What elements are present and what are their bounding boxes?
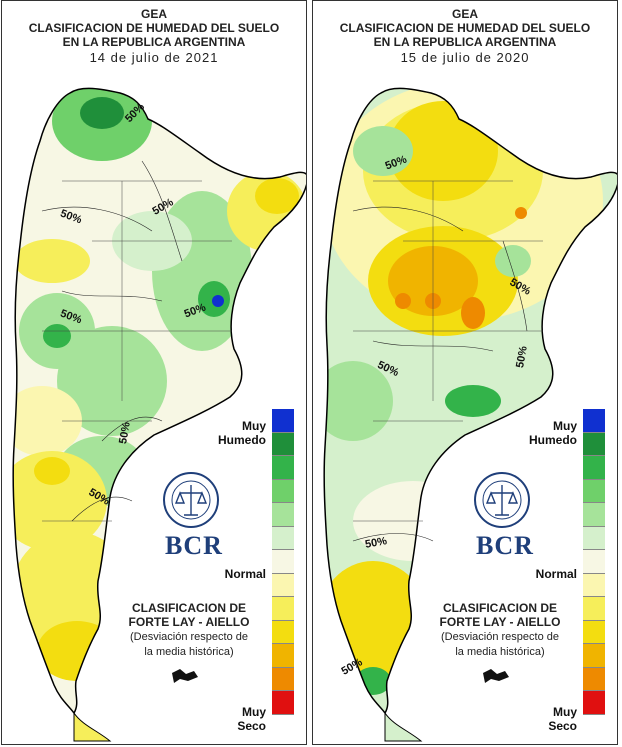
title-line-2: EN LA REPUBLICA ARGENTINA — [373, 35, 557, 49]
bcr-seal-logo — [163, 472, 219, 528]
legend-label-muy-humedo: Muy Humedo — [529, 419, 577, 447]
map-header-2020: GEA CLASIFICACION DE HUMEDAD DEL SUELO E… — [313, 7, 617, 65]
bcr-brand: BCR — [476, 531, 534, 560]
map-header-2021: GEA CLASIFICACION DE HUMEDAD DEL SUELO E… — [2, 7, 306, 65]
province-borders-2020 — [353, 180, 543, 522]
classification-caption: CLASIFICACION DE FORTE LAY - AIELLO (Des… — [439, 601, 561, 658]
soil-moisture-map-2021 — [12, 87, 306, 742]
legend-swatch — [272, 620, 294, 644]
title-line-1: CLASIFICACION DE HUMEDAD DEL SUELO — [339, 21, 591, 35]
isolines-2021 — [41, 160, 183, 522]
bcr-brand: BCR — [165, 531, 223, 560]
legend-swatch — [583, 456, 605, 480]
soil-moisture-map-2020 — [323, 87, 617, 742]
legend-swatch — [272, 597, 294, 621]
org-label: GEA — [140, 7, 167, 21]
legend-swatch — [272, 479, 294, 503]
province-borders-2021 — [42, 180, 232, 522]
malvinas-islands — [483, 669, 509, 683]
legend-swatch — [583, 620, 605, 644]
legend-swatch — [583, 597, 605, 621]
map-date: 14 de julio de 2021 — [89, 50, 219, 65]
legend-swatch — [583, 432, 605, 456]
legend-swatch — [583, 503, 605, 527]
legend-swatch — [272, 432, 294, 456]
legend-swatch — [272, 409, 294, 433]
title-line-2: EN LA REPUBLICA ARGENTINA — [62, 35, 246, 49]
legend-scale — [583, 409, 605, 715]
legend-swatch — [583, 644, 605, 668]
legend-swatch — [583, 667, 605, 691]
legend-swatch — [583, 479, 605, 503]
legend-swatch — [583, 691, 605, 715]
legend-scale — [272, 409, 294, 715]
bcr-seal-logo — [474, 472, 530, 528]
legend-swatch — [272, 550, 294, 574]
org-label: GEA — [451, 7, 478, 21]
map-panel-2021: GEA CLASIFICACION DE HUMEDAD DEL SUELO E… — [1, 0, 307, 745]
legend-swatch — [583, 550, 605, 574]
classification-caption: CLASIFICACION DE FORTE LAY - AIELLO (Des… — [128, 601, 250, 658]
legend-swatch — [583, 573, 605, 597]
title-line-1: CLASIFICACION DE HUMEDAD DEL SUELO — [28, 21, 280, 35]
map-date: 15 de julio de 2020 — [400, 50, 530, 65]
malvinas-islands — [172, 669, 198, 683]
legend-label-muy-seco: Muy Seco — [237, 705, 266, 733]
legend-label-muy-seco: Muy Seco — [548, 705, 577, 733]
legend-label-normal: Normal — [535, 567, 577, 581]
legend-swatch — [272, 667, 294, 691]
legend-label-muy-humedo: Muy Humedo — [218, 419, 266, 447]
legend-swatch — [272, 456, 294, 480]
legend-swatch — [583, 409, 605, 433]
legend-swatch — [272, 644, 294, 668]
map-panel-2020: GEA CLASIFICACION DE HUMEDAD DEL SUELO E… — [312, 0, 618, 745]
legend-swatch — [272, 503, 294, 527]
legend-swatch — [272, 573, 294, 597]
legend-swatch — [272, 691, 294, 715]
legend-label-normal: Normal — [224, 567, 266, 581]
legend-swatch — [272, 526, 294, 550]
legend-swatch — [583, 526, 605, 550]
